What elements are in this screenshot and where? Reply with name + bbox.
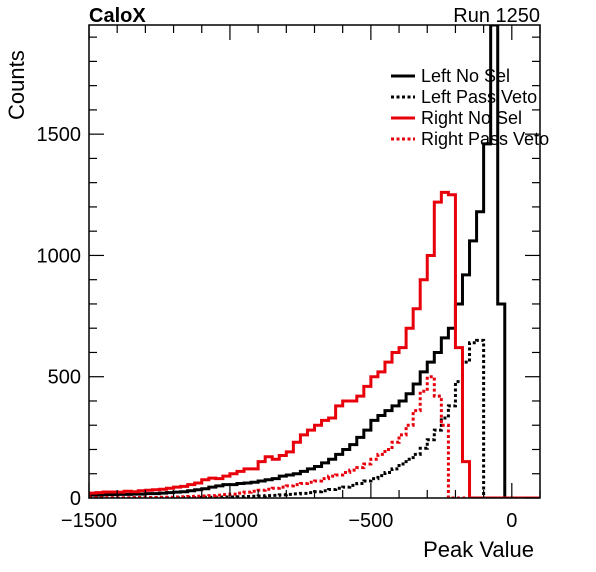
tick-labels: −1500 −1000 −500 0 0 500 1000 1500: [37, 124, 518, 532]
y-axis-label: Counts: [4, 50, 29, 120]
y-tick-label: 1000: [37, 245, 82, 267]
x-tick-label: 0: [506, 510, 517, 532]
series-right-pass-veto: [89, 375, 540, 498]
legend-label: Right Pass Veto: [421, 129, 549, 149]
legend-label: Left Pass Veto: [421, 87, 537, 107]
x-tick-label: −1500: [61, 510, 117, 532]
legend-label: Right No Sel: [421, 108, 522, 128]
axis-ticks: [88, 25, 541, 499]
y-tick-label: 1500: [37, 124, 82, 146]
x-axis-label: Peak Value: [423, 537, 534, 562]
x-tick-label: −1000: [202, 510, 258, 532]
y-tick-label: 500: [48, 367, 81, 389]
x-tick-label: −500: [348, 510, 393, 532]
chart-title-right: Run 1250: [453, 5, 540, 27]
series-right-no-sel: [89, 190, 540, 498]
chart-title-left: CaloX: [89, 5, 146, 27]
legend-label: Left No Sel: [421, 66, 510, 86]
series-left-pass-veto: [89, 338, 540, 498]
y-tick-label: 0: [70, 488, 81, 510]
